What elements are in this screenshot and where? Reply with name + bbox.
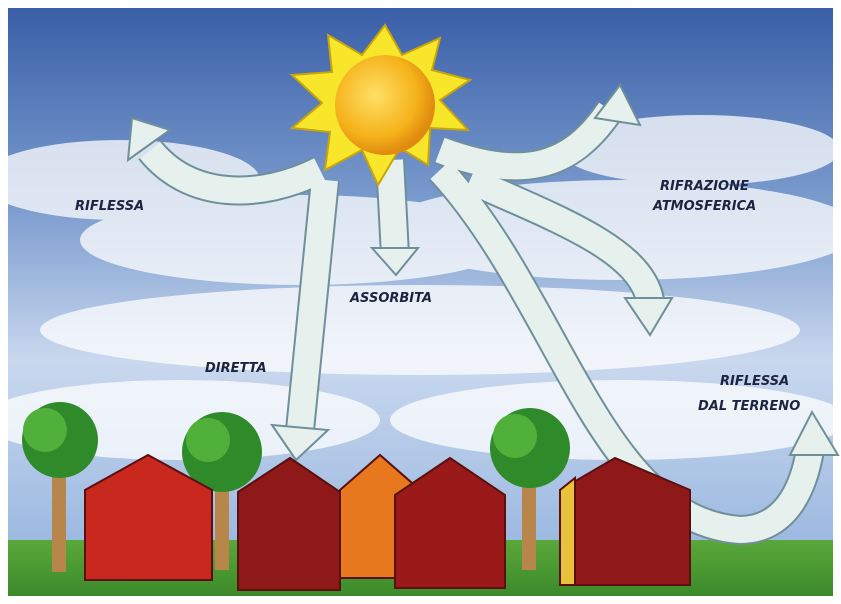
illustration: RIFLESSA ASSORBITA DIRETTA RIFRAZIONE AT…: [0, 0, 841, 604]
label: DAL TERRENO: [698, 399, 800, 414]
label: RIFLESSA: [720, 374, 789, 389]
label: ATMOSFERICA: [652, 199, 756, 214]
label: ASSORBITA: [349, 291, 432, 306]
label: DIRETTA: [205, 361, 267, 376]
label: RIFLESSA: [75, 199, 144, 214]
label: RIFRAZIONE: [660, 179, 749, 194]
houses: [85, 455, 690, 590]
